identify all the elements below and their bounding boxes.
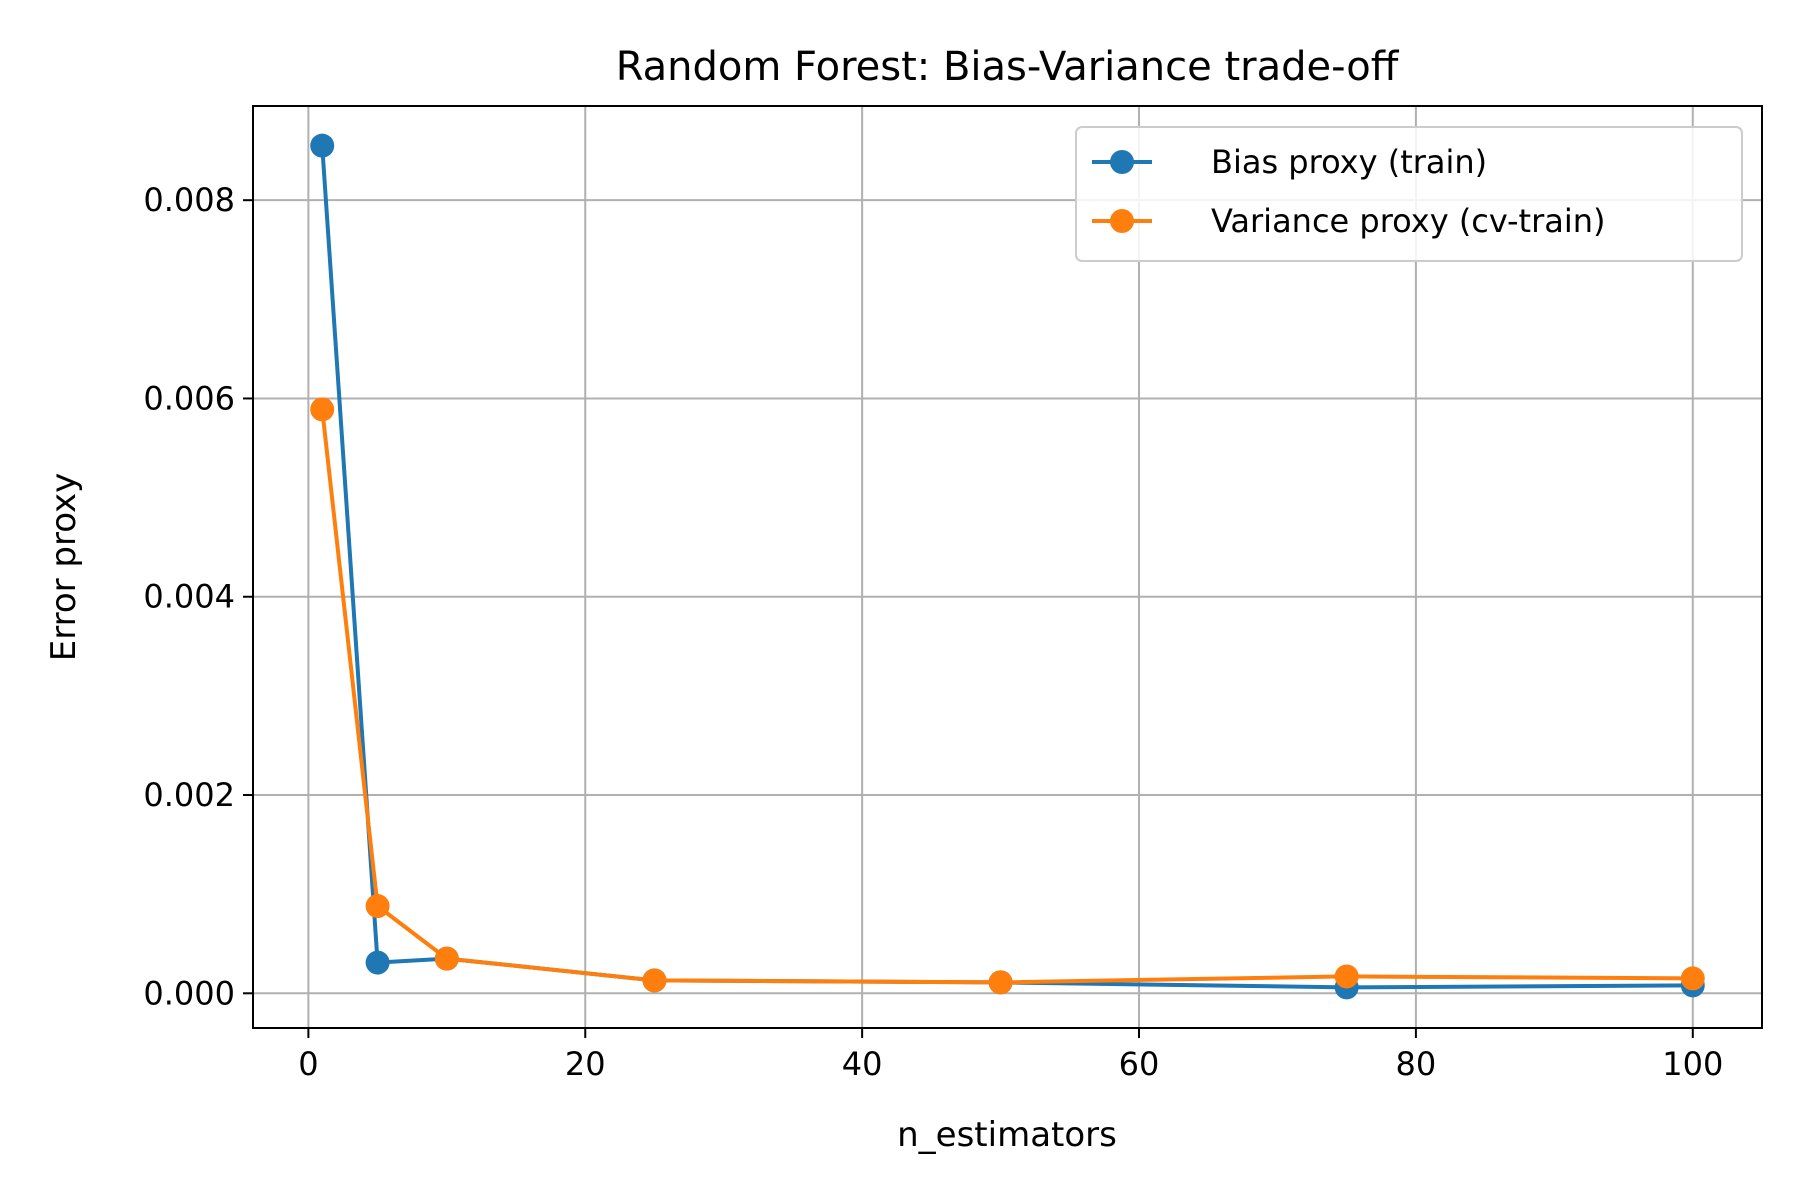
x-tick-label: 100	[1662, 1045, 1723, 1083]
series-1-point	[1334, 964, 1359, 989]
x-tick-label: 20	[565, 1045, 606, 1083]
legend-label-0: Bias proxy (train)	[1211, 143, 1487, 181]
x-axis-label: n_estimators	[897, 1115, 1117, 1155]
y-axis-label: Error proxy	[44, 473, 84, 662]
legend-box	[1075, 126, 1743, 262]
y-tick-label: 0.004	[143, 578, 235, 616]
series-layer	[310, 133, 1705, 1000]
plot-frame	[252, 105, 1763, 1029]
series-0-point	[310, 133, 335, 158]
y-tick-label: 0.002	[143, 776, 235, 814]
legend-marker-0	[1110, 150, 1134, 174]
series-1-point	[365, 894, 390, 919]
legend-label-1: Variance proxy (cv-train)	[1211, 202, 1605, 240]
series-1-point	[642, 968, 667, 993]
series-1-point	[988, 970, 1013, 995]
y-tick-label: 0.008	[143, 181, 235, 219]
series-0-point	[365, 950, 390, 975]
x-tick-label: 40	[842, 1045, 883, 1083]
x-tick-label: 80	[1396, 1045, 1437, 1083]
legend-marker-1	[1110, 209, 1134, 233]
y-tick-label: 0.006	[143, 379, 235, 417]
y-tick-label: 0.000	[143, 974, 235, 1012]
series-1-point	[310, 397, 335, 422]
legend: Bias proxy (train) Variance proxy (cv-tra…	[1075, 126, 1743, 262]
axis-ticks: 0 20 40 60 80 100 0.000 0.002 0.004 0.006 0.008	[143, 181, 1723, 1083]
series-1-point	[434, 946, 459, 971]
series-1-point	[1680, 966, 1705, 991]
x-tick-label: 0	[298, 1045, 318, 1083]
x-tick-label: 60	[1119, 1045, 1160, 1083]
chart-title: Random Forest: Bias-Variance trade-off	[616, 44, 1400, 90]
